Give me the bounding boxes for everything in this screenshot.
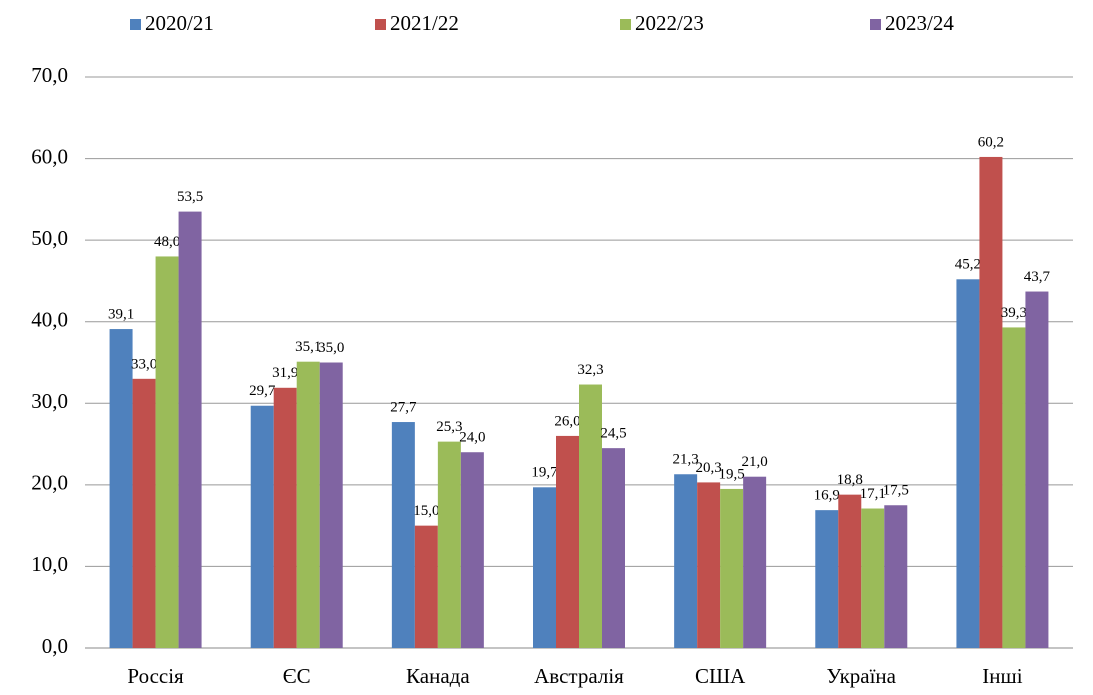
bar [556, 435, 579, 648]
data-label: 43,7 [1024, 269, 1051, 285]
bar [979, 156, 1003, 648]
y-tick-label: 60,0 [31, 144, 68, 168]
bar [720, 488, 744, 648]
bar [579, 384, 602, 648]
data-label: 24,0 [459, 430, 485, 446]
legend-swatch [130, 19, 141, 30]
legend-label: 2022/23 [635, 11, 704, 35]
data-label: 19,5 [719, 466, 745, 482]
y-tick-label: 70,0 [31, 63, 68, 87]
data-label: 35,0 [318, 340, 344, 356]
bar [414, 525, 438, 648]
data-label: 35,1 [295, 339, 321, 355]
y-tick-label: 10,0 [31, 552, 68, 576]
data-label: 32,3 [577, 362, 603, 378]
legend-swatch [870, 19, 881, 30]
y-tick-label: 40,0 [31, 308, 68, 332]
bar [838, 494, 862, 648]
data-label: 25,3 [436, 419, 462, 435]
data-label: 60,2 [978, 134, 1004, 150]
legend-label: 2023/24 [885, 11, 954, 35]
bar [178, 211, 202, 649]
x-tick-label: Україна [827, 664, 897, 688]
bar [132, 378, 156, 648]
bar [861, 508, 885, 648]
x-tick-label: Россія [127, 664, 184, 688]
data-label: 29,7 [249, 383, 276, 399]
data-label: 24,5 [600, 426, 626, 442]
data-label: 39,1 [108, 306, 134, 322]
bar [956, 279, 980, 648]
x-tick-label: ЄС [283, 664, 311, 688]
y-tick-label: 50,0 [31, 226, 68, 250]
x-tick-label: США [695, 664, 746, 688]
bar [437, 441, 461, 648]
bar [460, 452, 484, 648]
bar [109, 329, 133, 648]
bar [533, 487, 556, 648]
data-label: 21,0 [742, 454, 768, 470]
x-tick-label: Інші [982, 664, 1022, 688]
y-tick-label: 30,0 [31, 389, 68, 413]
data-label: 53,5 [177, 189, 203, 205]
data-label: 27,7 [390, 399, 417, 415]
data-label: 39,3 [1001, 305, 1027, 321]
data-label: 17,1 [860, 486, 886, 502]
data-label: 33,0 [131, 356, 157, 372]
bar [602, 448, 625, 648]
data-label: 20,3 [696, 460, 722, 476]
legend-label: 2021/22 [390, 11, 459, 35]
bar [884, 505, 908, 648]
bar [273, 387, 297, 648]
y-tick-label: 0,0 [42, 634, 68, 658]
data-label: 16,9 [814, 488, 840, 504]
data-label: 45,2 [955, 257, 981, 273]
bar [155, 256, 179, 648]
y-tick-label: 20,0 [31, 471, 68, 495]
data-label: 17,5 [883, 483, 909, 499]
bar [674, 474, 698, 648]
bar [697, 482, 721, 648]
bar [391, 422, 415, 648]
data-label: 48,0 [154, 234, 180, 250]
bar [1025, 291, 1049, 648]
bar [296, 361, 320, 648]
data-label: 21,3 [673, 452, 699, 468]
legend-swatch [620, 19, 631, 30]
data-label: 18,8 [837, 472, 863, 488]
legend-swatch [375, 19, 386, 30]
x-tick-label: Канада [406, 664, 470, 688]
bar [815, 510, 839, 648]
bar [319, 362, 343, 648]
bar [250, 405, 274, 648]
bar [743, 476, 767, 648]
x-tick-label: Австралія [534, 664, 624, 688]
data-label: 31,9 [272, 365, 298, 381]
data-label: 19,7 [531, 465, 558, 481]
legend-label: 2020/21 [145, 11, 214, 35]
bar [1002, 327, 1026, 648]
data-label: 15,0 [413, 503, 439, 519]
data-label: 26,0 [554, 413, 580, 429]
